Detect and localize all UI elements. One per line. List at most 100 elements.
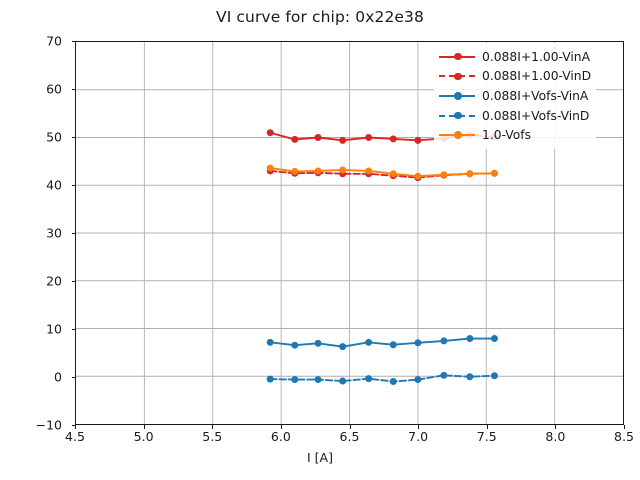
legend-marker-dot xyxy=(454,131,462,139)
series-marker xyxy=(339,343,347,351)
y-tick-label: 60 xyxy=(46,81,62,97)
legend-marker-dot xyxy=(454,92,462,100)
series-marker xyxy=(266,164,274,172)
legend-line-swatch xyxy=(439,89,475,103)
x-tick-mark xyxy=(486,425,488,429)
series-marker xyxy=(314,134,322,141)
y-tick-label: 30 xyxy=(46,225,62,241)
series-marker xyxy=(339,136,347,144)
legend-marker-dot xyxy=(454,111,462,120)
legend-label: 0.088I+Vofs-VinA xyxy=(482,88,589,103)
x-tick-label: 7.5 xyxy=(476,429,497,444)
x-tick-mark xyxy=(280,425,282,429)
y-tick-label: 20 xyxy=(46,273,62,289)
series-marker xyxy=(266,129,274,137)
series-marker xyxy=(440,371,448,379)
series-marker xyxy=(466,373,474,381)
legend-marker-dot xyxy=(454,72,462,81)
x-axis-label: I [A] xyxy=(307,450,333,465)
y-tick-mark xyxy=(71,89,75,90)
data-series-layer xyxy=(266,129,498,385)
series-marker xyxy=(389,341,397,349)
legend-label: 0.088I+1.00-VinD xyxy=(482,69,592,84)
x-tick-label: 4.5 xyxy=(65,429,85,444)
legend-item[interactable]: 0.088I+1.00-VinD xyxy=(439,67,591,87)
series-marker xyxy=(291,376,299,384)
y-tick-label: 10 xyxy=(46,321,62,337)
chart-legend: 0.088I+1.00-VinA 0.088I+1.00-VinD 0.088I+V… xyxy=(434,43,597,149)
series-marker xyxy=(414,172,422,180)
series-marker xyxy=(314,376,322,384)
x-tick-label: 6.5 xyxy=(339,429,360,444)
x-tick-mark xyxy=(143,425,145,429)
legend-line-swatch xyxy=(439,128,475,142)
x-tick-label: 5.0 xyxy=(133,429,154,444)
x-tick-mark xyxy=(75,425,76,429)
y-tick-mark xyxy=(71,185,75,186)
series-marker xyxy=(365,375,373,383)
x-tick-mark xyxy=(418,425,420,429)
series-marker xyxy=(389,378,397,385)
x-tick-label: 7.0 xyxy=(408,429,429,444)
series-marker xyxy=(291,341,299,349)
legend-item[interactable]: 1.0-Vofs xyxy=(439,125,591,145)
data-series xyxy=(266,164,498,180)
series-marker xyxy=(314,167,322,175)
data-series xyxy=(266,335,498,351)
series-marker xyxy=(291,167,299,175)
chart-title: VI curve for chip: 0x22e38 xyxy=(216,8,424,26)
data-series xyxy=(266,371,498,385)
legend-item[interactable]: 0.088I+Vofs-VinA xyxy=(439,86,591,106)
series-marker xyxy=(365,167,373,175)
series-marker xyxy=(291,135,299,143)
series-marker xyxy=(389,135,397,143)
series-marker xyxy=(339,166,347,174)
series-line xyxy=(269,167,496,178)
series-marker xyxy=(365,338,373,346)
y-tick-label: 50 xyxy=(46,129,62,145)
legend-line-swatch xyxy=(439,69,475,83)
series-marker xyxy=(440,337,448,345)
series-marker xyxy=(314,339,322,347)
series-marker xyxy=(440,171,448,179)
legend-label: 0.088I+Vofs-VinD xyxy=(482,108,590,123)
x-tick-label: 8.5 xyxy=(614,429,634,444)
series-marker xyxy=(266,375,274,383)
grid-layer xyxy=(76,42,623,424)
legend-line-swatch xyxy=(439,50,475,64)
x-tick-mark xyxy=(349,425,351,429)
legend-item[interactable]: 0.088I+1.00-VinA xyxy=(439,47,591,67)
series-marker xyxy=(490,169,498,177)
y-tick-label: 70 xyxy=(46,33,62,49)
x-tick-mark xyxy=(212,425,214,429)
x-tick-mark xyxy=(624,425,625,429)
series-marker xyxy=(365,134,373,141)
x-tick-label: 6.0 xyxy=(270,429,291,444)
series-marker xyxy=(490,335,498,343)
x-tick-mark xyxy=(555,425,557,429)
series-marker xyxy=(414,376,422,384)
legend-marker-dot xyxy=(454,52,462,61)
legend-item[interactable]: 0.088I+Vofs-VinD xyxy=(439,106,591,126)
series-marker xyxy=(490,372,498,380)
legend-label: 0.088I+1.00-VinA xyxy=(482,49,590,64)
series-marker xyxy=(466,170,474,178)
series-marker xyxy=(266,338,274,346)
series-line xyxy=(269,337,496,348)
series-line xyxy=(269,374,496,383)
y-tick-label: 0 xyxy=(54,369,62,385)
y-tick-mark xyxy=(71,281,75,282)
y-tick-label: 40 xyxy=(46,177,62,193)
series-marker xyxy=(389,170,397,178)
y-tick-label: −10 xyxy=(35,417,62,433)
y-tick-mark xyxy=(71,233,75,234)
y-tick-mark xyxy=(71,377,75,378)
series-marker xyxy=(414,136,422,144)
y-tick-mark xyxy=(71,137,75,138)
y-tick-mark xyxy=(71,41,75,42)
y-tick-mark xyxy=(71,425,75,426)
series-marker xyxy=(339,377,347,385)
legend-label: 1.0-Vofs xyxy=(482,128,531,143)
series-marker xyxy=(466,335,474,343)
